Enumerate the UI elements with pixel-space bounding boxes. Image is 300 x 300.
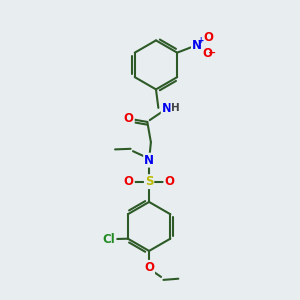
Text: N: N [162,102,172,115]
Text: S: S [145,175,153,188]
Text: O: O [124,112,134,125]
Text: H: H [171,103,180,113]
Text: O: O [164,175,174,188]
Text: Cl: Cl [103,233,116,246]
Text: O: O [203,31,213,44]
Text: +: + [198,36,204,45]
Text: O: O [124,175,134,188]
Text: O: O [202,47,212,60]
Text: N: N [192,39,202,52]
Text: N: N [144,154,154,167]
Text: −: − [208,48,217,58]
Text: O: O [144,261,154,274]
